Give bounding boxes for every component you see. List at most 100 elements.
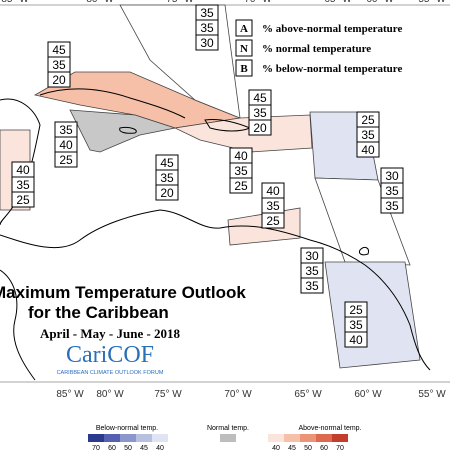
prob-value: 45 (253, 91, 267, 105)
prob-value: 20 (160, 186, 174, 200)
logo: CariCOF (66, 342, 154, 368)
legend-swatch (284, 434, 300, 442)
prob-value: 40 (16, 163, 30, 177)
prob-value: 35 (16, 178, 30, 192)
legend-below-tick: 50 (124, 445, 132, 450)
coastlines (0, 88, 431, 381)
legend-below-title: Below-normal temp. (96, 425, 158, 432)
lon-label-top: 80° W (86, 0, 114, 5)
coast (359, 246, 369, 256)
lon-label-bottom: 80° W (96, 389, 124, 400)
legend-below-tick: 60 (108, 445, 116, 450)
prob-value: 35 (200, 21, 214, 35)
key-letter: B (240, 63, 248, 75)
prob-box (195, 34, 219, 51)
key-label: % normal temperature (262, 43, 371, 55)
key-box (235, 59, 253, 77)
prob-value: 35 (59, 123, 73, 137)
key-box (235, 39, 253, 57)
prob-value: 35 (385, 184, 399, 198)
region-jamaica (69, 109, 177, 153)
prob-value: 35 (234, 164, 248, 178)
coast (0, 209, 431, 371)
lon-label-bottom: 65° W (294, 389, 322, 400)
legend-above-tick: 60 (320, 445, 328, 450)
prob-value: 35 (200, 6, 214, 20)
prob-value: 35 (305, 279, 319, 293)
prob-box (54, 151, 78, 168)
lon-label-top: 65° W (324, 0, 352, 5)
legend-below-tick: 70 (92, 445, 100, 450)
legend-above-tick: 50 (304, 445, 312, 450)
prob-value: 35 (305, 264, 319, 278)
lon-label-bottom: 85° W (56, 389, 84, 400)
legend-above-tick: 70 (336, 445, 344, 450)
prob-value: 25 (16, 193, 30, 207)
key-letter: N (240, 43, 248, 55)
coast (39, 88, 186, 119)
legend-swatch (104, 434, 120, 442)
prob-value: 25 (266, 214, 280, 228)
legend: Below-normal temp. Normal temp. Above-norm… (88, 425, 362, 450)
prob-box (11, 191, 35, 208)
prob-box (47, 71, 71, 88)
legend-below-tick: 45 (140, 445, 148, 450)
lon-label-bottom: 60° W (354, 389, 382, 400)
prob-value: 35 (361, 128, 375, 142)
legend-swatch (316, 434, 332, 442)
legend-swatch (220, 434, 236, 442)
prob-value: 30 (385, 169, 399, 183)
prob-value: 40 (349, 333, 363, 347)
key-label: % below-normal temperature (262, 63, 402, 75)
prob-value: 40 (266, 184, 280, 198)
prob-box (344, 331, 368, 348)
legend-swatch (120, 434, 136, 442)
prob-box (248, 119, 272, 136)
lon-label-bottom: 55° W (418, 389, 446, 400)
legend-below-tick: 40 (156, 445, 164, 450)
lon-label-top: 55° W (418, 0, 446, 5)
lon-label-top: 75° W (166, 0, 194, 5)
prob-value: 35 (160, 171, 174, 185)
legend-above-tick: 40 (272, 445, 280, 450)
title: Maximum Temperature Outlook (0, 283, 246, 302)
prob-value: 25 (361, 113, 375, 127)
key: A % above-normal temperature N % normal tem… (235, 19, 402, 77)
legend-swatch (152, 434, 168, 442)
key-box (235, 19, 253, 37)
region-windwards (314, 177, 411, 266)
region-hispaniola (173, 114, 313, 153)
region-labels: 4535203535304535203540254035254535204035… (11, 4, 404, 348)
legend-swatch (136, 434, 152, 442)
legend-normal-title: Normal temp. (207, 425, 249, 432)
coast (119, 127, 137, 134)
legend-above-tick: 45 (288, 445, 296, 450)
coast (0, 269, 36, 381)
legend-swatch (268, 434, 284, 442)
lon-label-bottom: 70° W (224, 389, 252, 400)
legend-swatch (88, 434, 104, 442)
legend-above-title: Above-normal temp. (298, 425, 361, 432)
prob-box (229, 177, 253, 194)
lon-label-top: 60° W (366, 0, 394, 5)
prob-value: 45 (52, 43, 66, 57)
lon-label-bottom: 75° W (154, 389, 182, 400)
lon-label-top: 85° W (1, 0, 29, 5)
prob-value: 35 (266, 199, 280, 213)
prob-box (300, 277, 324, 294)
prob-value: 30 (305, 249, 319, 263)
subtitle: for the Caribbean (28, 303, 169, 322)
period: April - May - June - 2018 (40, 326, 181, 341)
prob-value: 35 (253, 106, 267, 120)
lon-label-top: 70° W (244, 0, 272, 5)
prob-box (380, 197, 404, 214)
legend-swatch (300, 434, 316, 442)
key-label: % above-normal temperature (262, 23, 402, 35)
legend-swatch (332, 434, 348, 442)
logo-subtitle: CARIBBEAN CLIMATE OUTLOOK FORUM (57, 370, 164, 376)
prob-value: 40 (361, 143, 375, 157)
prob-value: 30 (200, 36, 214, 50)
prob-value: 25 (59, 153, 73, 167)
key-letter: A (240, 23, 248, 35)
